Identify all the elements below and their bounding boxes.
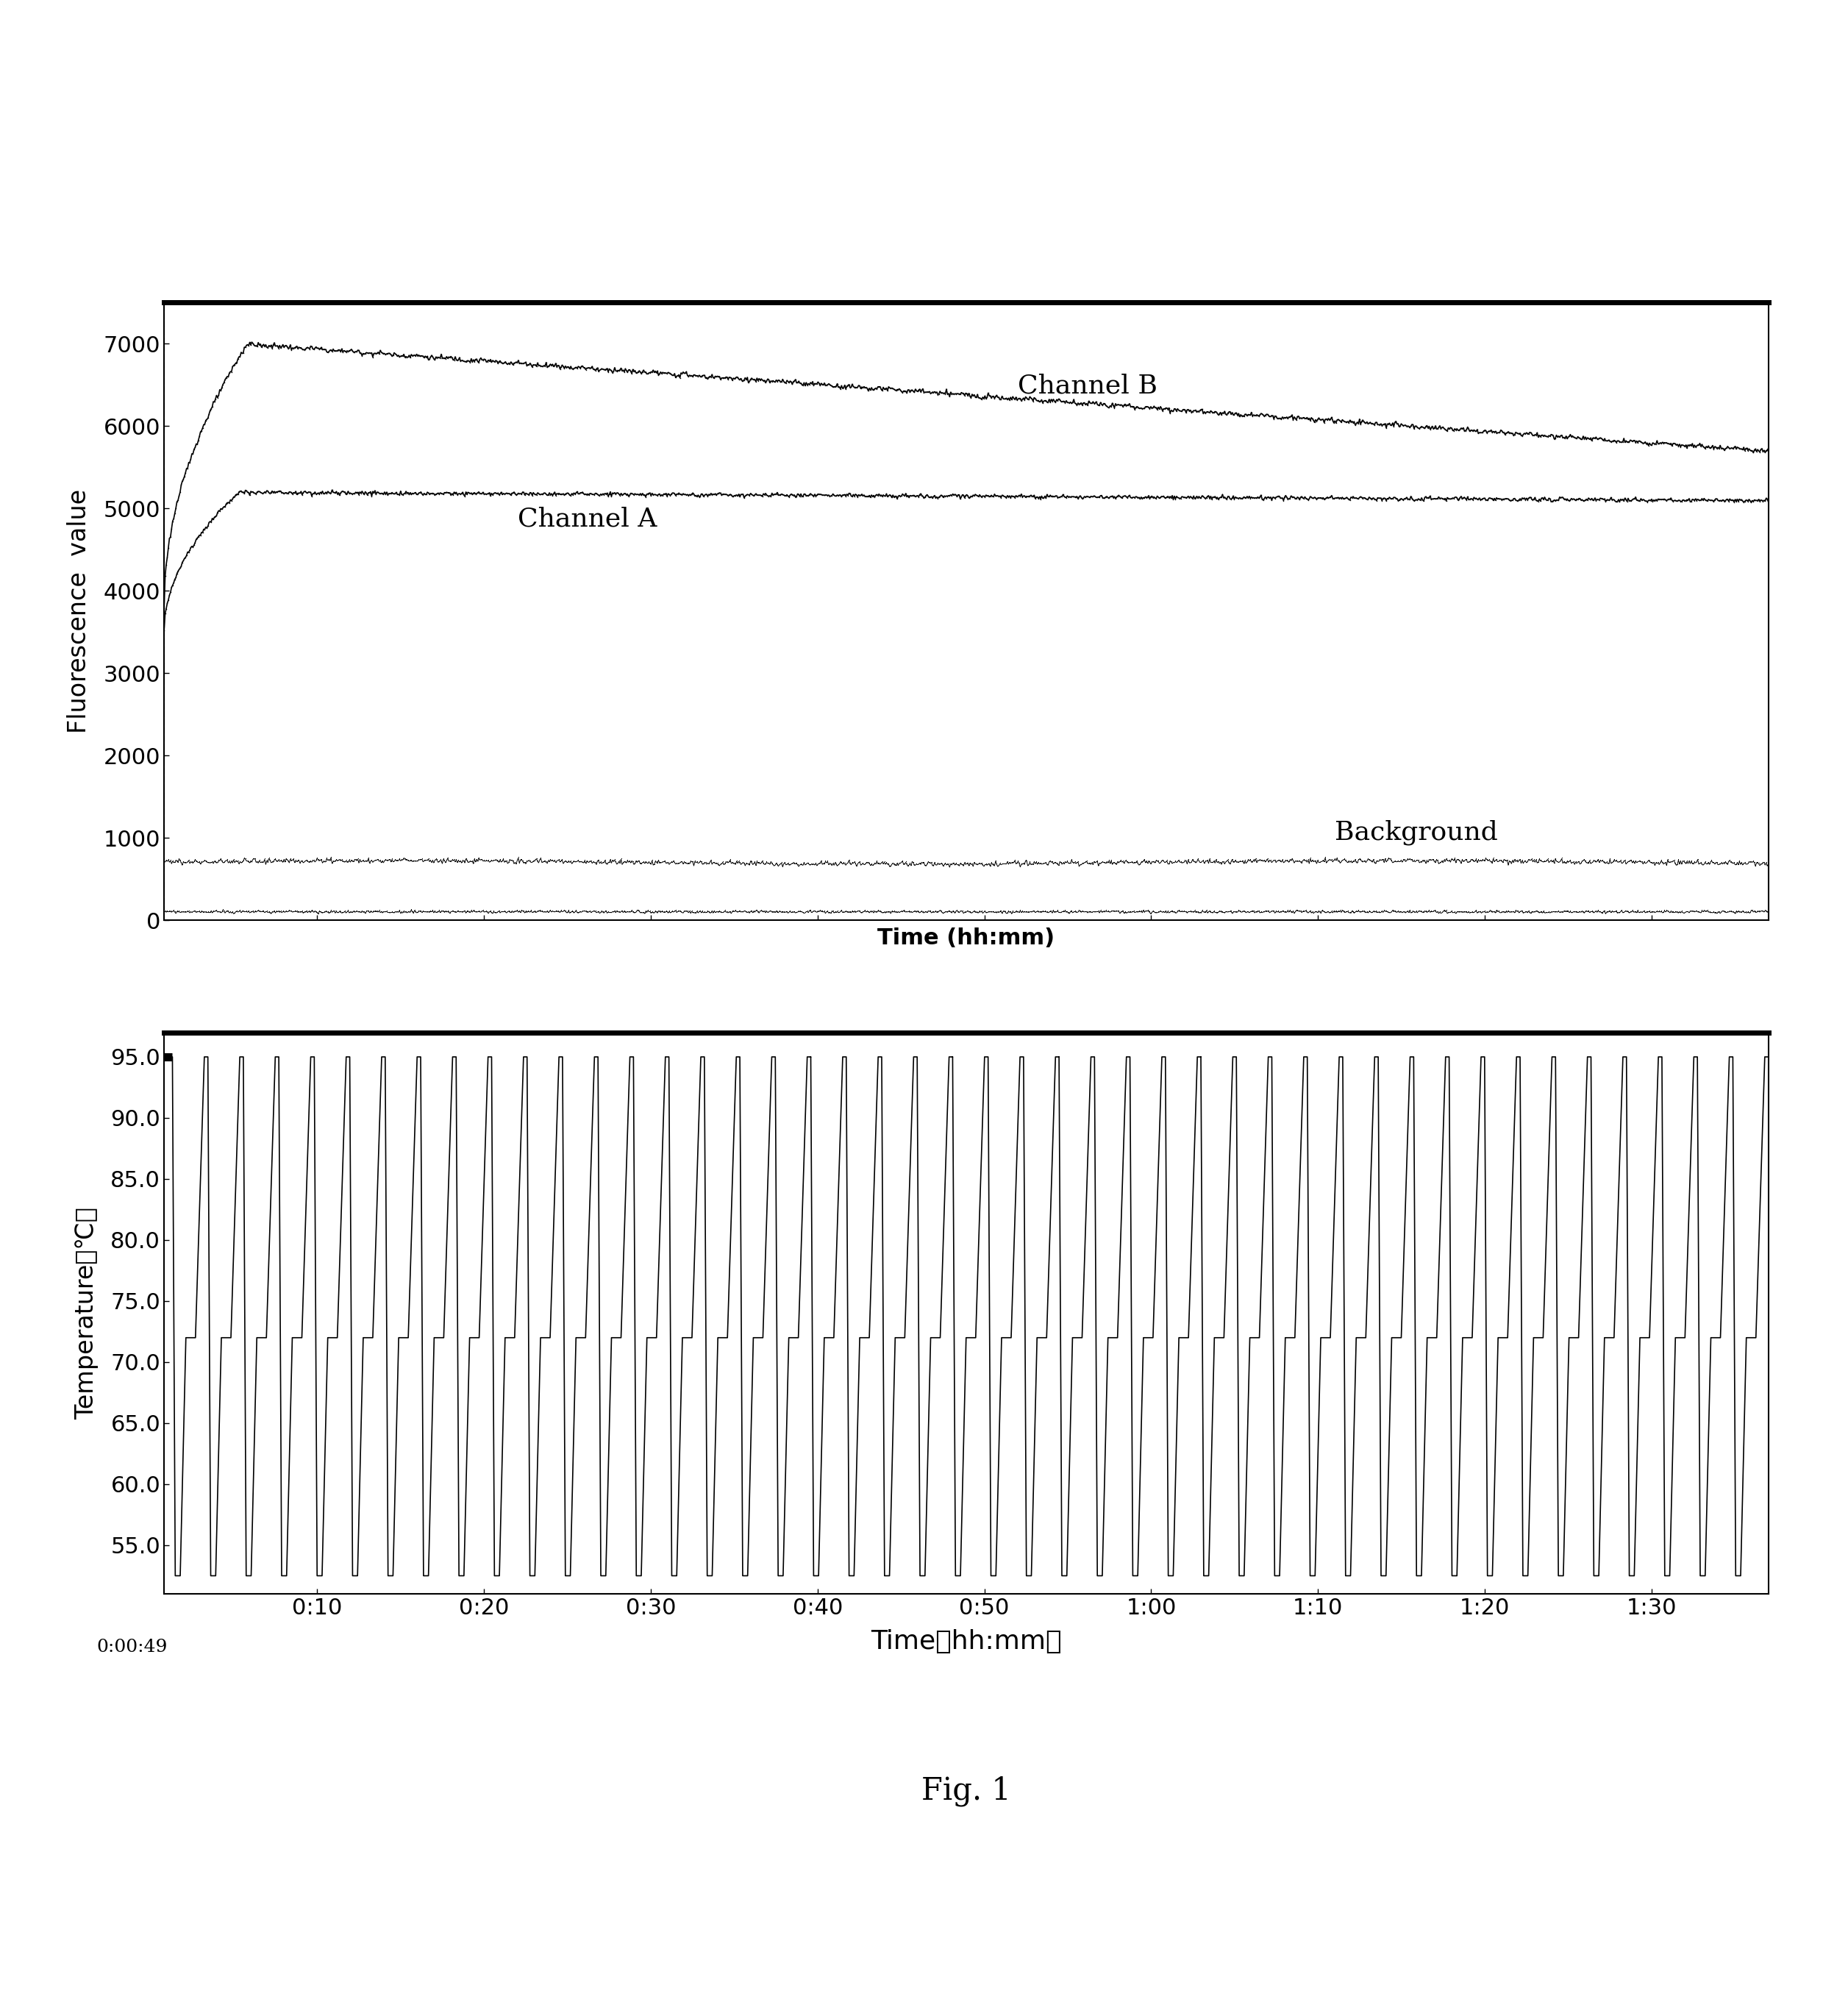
- X-axis label: Time (hh:mm): Time (hh:mm): [877, 927, 1056, 950]
- Y-axis label: Temperature（℃）: Temperature（℃）: [75, 1208, 98, 1419]
- Text: Background: Background: [1334, 821, 1499, 845]
- Text: 0:00:49: 0:00:49: [97, 1639, 168, 1655]
- X-axis label: Time（hh:mm）: Time（hh:mm）: [871, 1629, 1061, 1655]
- Text: Channel A: Channel A: [518, 506, 656, 532]
- Text: Channel B: Channel B: [1017, 373, 1158, 397]
- Y-axis label: Fluorescence  value: Fluorescence value: [67, 490, 91, 734]
- Text: Fig. 1: Fig. 1: [921, 1776, 1012, 1806]
